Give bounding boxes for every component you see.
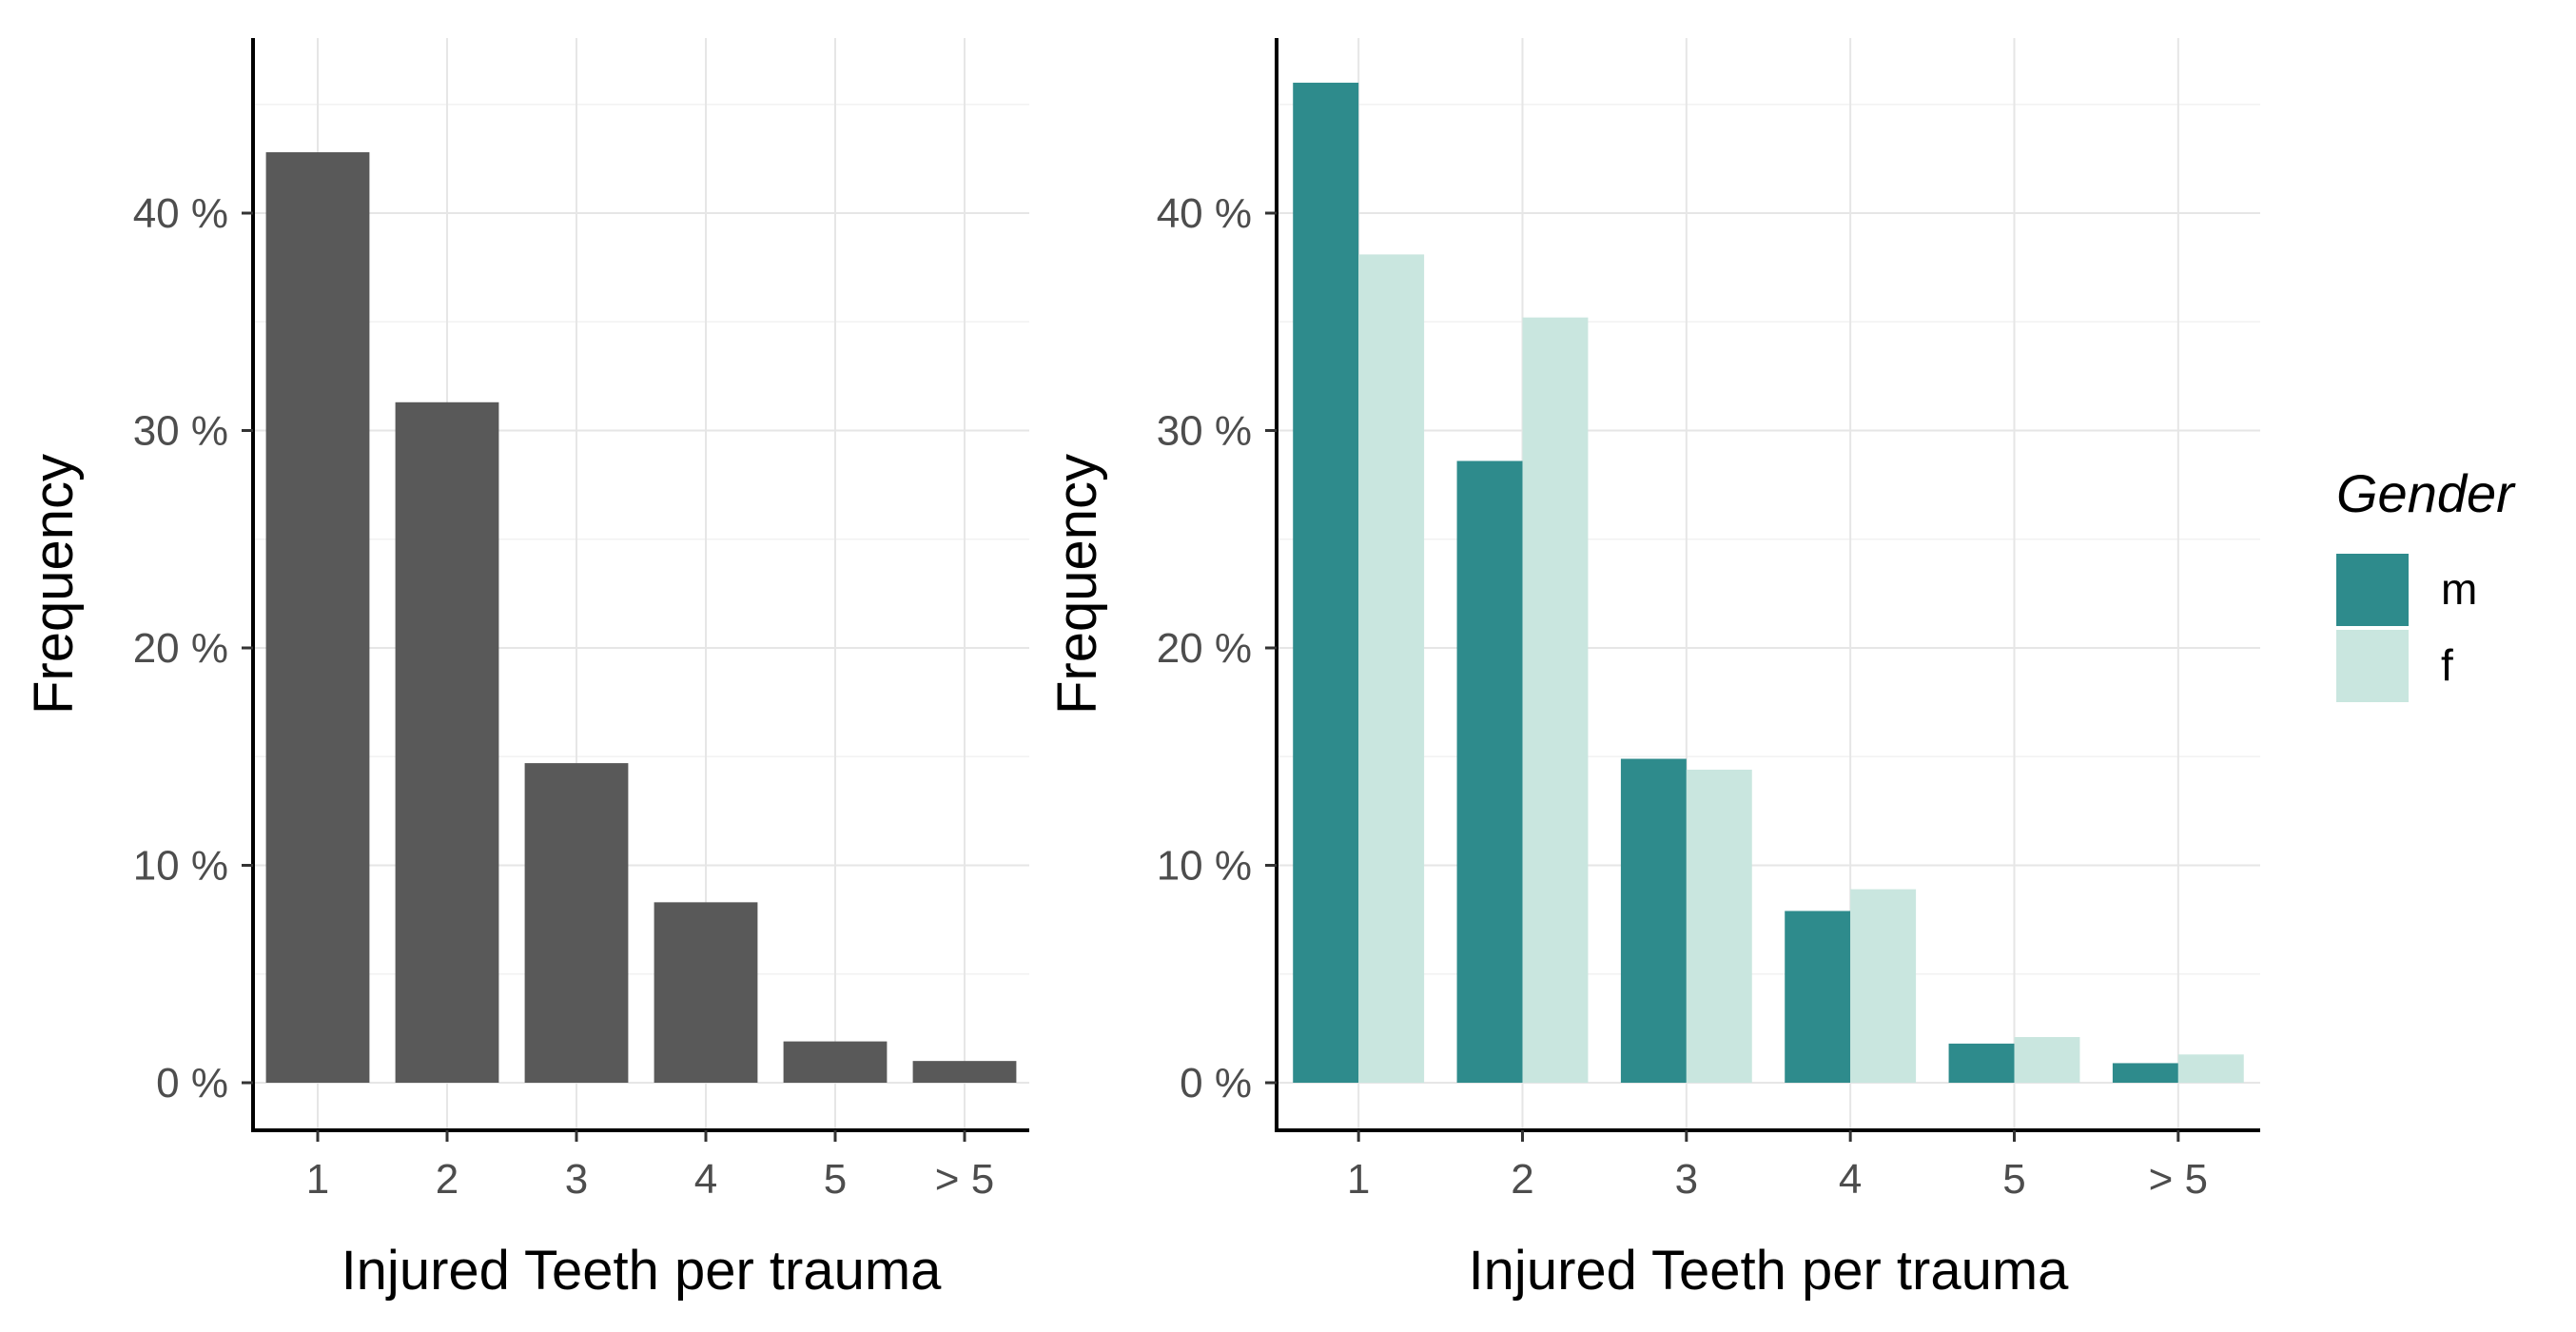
bar-5 [912,1061,1017,1083]
bar-f-0 [1358,254,1425,1083]
x-tick-label-2: 3 [565,1156,588,1203]
bar-2 [524,763,629,1083]
x-axis-title: Injured Teeth per trauma [342,1240,943,1302]
bar-3 [654,902,758,1083]
chart-left: 0 % 10 % 20 % 30 % 40 % 1 2 3 4 5 > 5 Injured Teeth… [23,38,1029,1302]
x-tick-label-1: 2 [1511,1156,1533,1203]
y-tick-label-0: 0 % [156,1060,228,1107]
legend-title: Gender [2336,463,2516,523]
legend-label-m: m [2441,564,2477,614]
bar-m-5 [2112,1063,2178,1083]
y-tick-label-3: 30 % [133,408,228,455]
chart-right: 0 % 10 % 20 % 30 % 40 % 1 2 3 4 5 > 5 Injured Teeth… [1046,38,2260,1302]
x-tick-label-0: 1 [306,1156,329,1203]
y-tick-label-4: 40 % [1157,190,1252,237]
x-tick-label-5: > 5 [2149,1156,2208,1203]
bar-1 [395,402,499,1083]
bar-m-2 [1620,758,1687,1083]
bar-m-0 [1293,82,1359,1083]
bar-m-4 [1948,1043,2015,1083]
y-axis-title: Frequency [1046,454,1108,715]
x-tick-label-3: 4 [694,1156,717,1203]
y-tick-label-1: 10 % [1157,843,1252,890]
bar-m-1 [1456,460,1523,1083]
y-tick-label-4: 40 % [133,190,228,237]
y-axis-title: Frequency [23,454,85,715]
y-tick-label-2: 20 % [133,625,228,672]
x-tick-label-4: 5 [824,1156,847,1203]
bar-f-1 [1522,317,1589,1083]
bar-m-3 [1785,911,1851,1083]
bar-4 [783,1041,888,1083]
x-tick-label-5: > 5 [935,1156,994,1203]
bar-f-4 [2014,1037,2080,1083]
y-tick-label-0: 0 % [1180,1060,1252,1107]
legend: Gender mf [2336,463,2516,702]
x-axis-title: Injured Teeth per trauma [1469,1240,2070,1302]
legend-key-m [2336,554,2409,626]
x-tick-label-4: 5 [2002,1156,2025,1203]
bar-f-2 [1686,769,1752,1083]
y-tick-label-1: 10 % [133,843,228,890]
bar-0 [265,152,370,1083]
y-tick-label-2: 20 % [1157,625,1252,672]
bar-f-3 [1850,889,1917,1083]
legend-label-f: f [2441,640,2453,690]
y-tick-label-3: 30 % [1157,408,1252,455]
x-tick-label-1: 2 [436,1156,459,1203]
x-tick-label-3: 4 [1839,1156,1862,1203]
legend-key-f [2336,630,2409,702]
bar-f-5 [2177,1054,2244,1083]
x-tick-label-0: 1 [1347,1156,1370,1203]
x-tick-label-2: 3 [1675,1156,1698,1203]
